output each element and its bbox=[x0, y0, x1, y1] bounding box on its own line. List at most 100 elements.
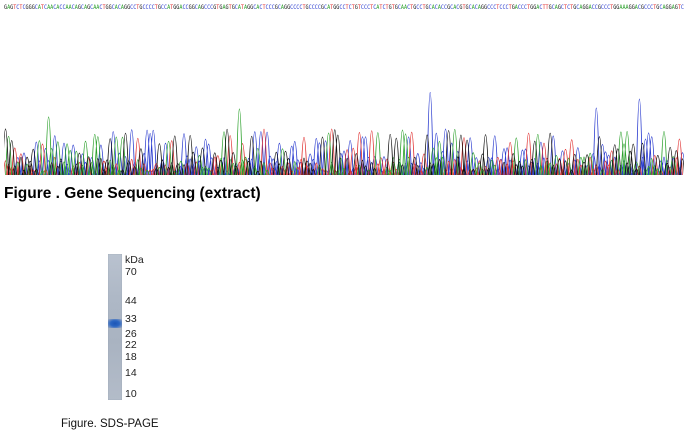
base-letter: C bbox=[182, 3, 185, 11]
base-letter: A bbox=[472, 3, 475, 11]
base-letter: A bbox=[167, 3, 170, 11]
base-letter: C bbox=[312, 3, 315, 11]
base-letter: C bbox=[53, 3, 56, 11]
protein-band bbox=[108, 319, 122, 329]
base-letter: G bbox=[219, 3, 222, 11]
base-letter: G bbox=[139, 3, 142, 11]
base-letter: T bbox=[262, 3, 265, 11]
base-letter: T bbox=[352, 3, 355, 11]
base-letter: G bbox=[284, 3, 287, 11]
base-letter: C bbox=[296, 3, 299, 11]
base-letter: G bbox=[466, 3, 469, 11]
base-letter: C bbox=[72, 3, 75, 11]
base-letter: C bbox=[367, 3, 370, 11]
base-letter: C bbox=[524, 3, 527, 11]
base-letter: C bbox=[349, 3, 352, 11]
base-letter: A bbox=[376, 3, 379, 11]
base-letter: C bbox=[521, 3, 524, 11]
base-letter: C bbox=[272, 3, 275, 11]
base-letter: C bbox=[518, 3, 521, 11]
base-letter: C bbox=[592, 3, 595, 11]
base-letter: C bbox=[266, 3, 269, 11]
base-letter: C bbox=[644, 3, 647, 11]
base-letter: A bbox=[244, 3, 247, 11]
base-letter: C bbox=[204, 3, 207, 11]
base-letter: G bbox=[29, 3, 32, 11]
base-letter: T bbox=[102, 3, 105, 11]
base-letter: C bbox=[342, 3, 345, 11]
trace-t bbox=[4, 128, 683, 175]
base-letter: T bbox=[386, 3, 389, 11]
base-letter: C bbox=[398, 3, 401, 11]
base-letter: G bbox=[613, 3, 616, 11]
base-letter: A bbox=[404, 3, 407, 11]
base-letter: G bbox=[582, 3, 585, 11]
base-letter: A bbox=[662, 3, 665, 11]
sequencing-figure-caption: Figure . Gene Sequencing (extract) bbox=[4, 185, 261, 202]
base-letter: C bbox=[647, 3, 650, 11]
base-letter: T bbox=[241, 3, 244, 11]
base-letter: T bbox=[370, 3, 373, 11]
base-letter: T bbox=[496, 3, 499, 11]
base-letter: C bbox=[112, 3, 115, 11]
base-letter: T bbox=[13, 3, 16, 11]
base-letter: T bbox=[346, 3, 349, 11]
base-letter: C bbox=[161, 3, 164, 11]
base-letter: C bbox=[259, 3, 262, 11]
base-letter: G bbox=[573, 3, 576, 11]
base-letter: C bbox=[441, 3, 444, 11]
base-letter: C bbox=[186, 3, 189, 11]
base-letter: A bbox=[281, 3, 284, 11]
base-letter: A bbox=[96, 3, 99, 11]
base-letter: C bbox=[164, 3, 167, 11]
base-letter: G bbox=[201, 3, 204, 11]
base-letter: G bbox=[484, 3, 487, 11]
base-letter: C bbox=[456, 3, 459, 11]
base-letter: A bbox=[7, 3, 10, 11]
base-letter: G bbox=[666, 3, 669, 11]
base-letter: A bbox=[626, 3, 629, 11]
base-letter: C bbox=[293, 3, 296, 11]
base-letter: C bbox=[146, 3, 149, 11]
base-letter: G bbox=[189, 3, 192, 11]
base-letter: G bbox=[173, 3, 176, 11]
base-letter: A bbox=[515, 3, 518, 11]
base-letter: C bbox=[373, 3, 376, 11]
base-letter: A bbox=[635, 3, 638, 11]
base-letter: T bbox=[509, 3, 512, 11]
sds-page-figure-caption: Figure. SDS-PAGE bbox=[61, 418, 159, 430]
base-letter: C bbox=[490, 3, 493, 11]
base-letter: T bbox=[462, 3, 465, 11]
base-letter: T bbox=[410, 3, 413, 11]
base-letter: G bbox=[247, 3, 250, 11]
gel-lane bbox=[108, 254, 122, 400]
base-letter: A bbox=[438, 3, 441, 11]
base-letter: G bbox=[395, 3, 398, 11]
base-letter: G bbox=[641, 3, 644, 11]
base-letter: A bbox=[622, 3, 625, 11]
base-letter: A bbox=[555, 3, 558, 11]
base-letter: G bbox=[106, 3, 109, 11]
base-letter: G bbox=[632, 3, 635, 11]
base-letter: G bbox=[127, 3, 130, 11]
base-letter: C bbox=[210, 3, 213, 11]
base-letter: A bbox=[478, 3, 481, 11]
base-letter: A bbox=[589, 3, 592, 11]
base-letter: T bbox=[358, 3, 361, 11]
base-letter: T bbox=[542, 3, 545, 11]
base-letter: G bbox=[306, 3, 309, 11]
base-letter: T bbox=[527, 3, 530, 11]
marker-label: 14 bbox=[125, 366, 137, 379]
base-letter: A bbox=[453, 3, 456, 11]
base-letter: C bbox=[315, 3, 318, 11]
base-letter: T bbox=[570, 3, 573, 11]
base-letter: C bbox=[407, 3, 410, 11]
base-letter: C bbox=[607, 3, 610, 11]
base-letter: G bbox=[447, 3, 450, 11]
base-letter: C bbox=[561, 3, 564, 11]
base-letter: G bbox=[226, 3, 229, 11]
marker-label: 10 bbox=[125, 387, 137, 400]
base-letter: C bbox=[62, 3, 65, 11]
base-letter: A bbox=[47, 3, 50, 11]
base-letter: G bbox=[669, 3, 672, 11]
